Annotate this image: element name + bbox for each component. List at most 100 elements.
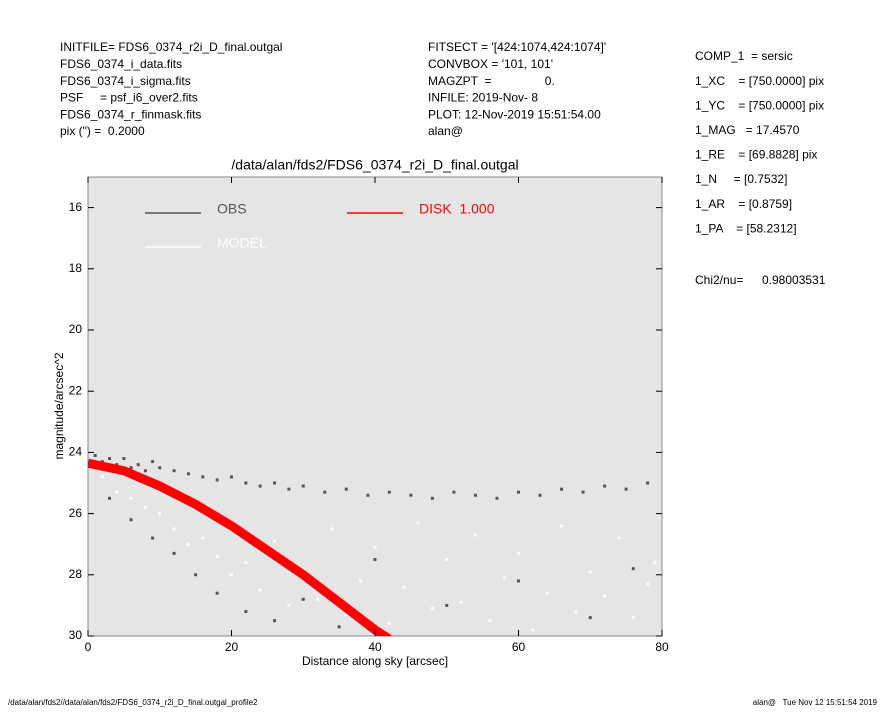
x-tick-label: 20 <box>225 640 239 654</box>
data-point <box>545 591 549 595</box>
data-point <box>588 570 592 574</box>
data-point <box>108 457 112 461</box>
y-tick-label: 20 <box>69 322 83 336</box>
data-point <box>129 466 133 470</box>
data-point <box>122 457 126 461</box>
data-point <box>387 622 391 626</box>
data-point <box>473 493 477 497</box>
data-point <box>574 610 578 614</box>
fit-param: 1_PA = [58.2312] <box>695 221 797 235</box>
chi2-value: 0.98003531 <box>762 273 826 287</box>
data-point <box>445 603 449 607</box>
data-point <box>452 490 456 494</box>
header-line: MAGZPT = 0. <box>428 74 555 88</box>
data-point <box>201 475 205 479</box>
data-point <box>215 478 219 482</box>
data-point <box>473 533 477 537</box>
fit-param: 1_N = [0.7532] <box>695 172 787 186</box>
x-tick-label: 0 <box>85 640 92 654</box>
footer-stamp: alan@ Tue Nov 12 15:51:54 2019 <box>753 698 878 707</box>
data-point <box>301 567 305 571</box>
header-line: pix (") = 0.2000 <box>60 124 145 138</box>
y-tick-label: 22 <box>69 383 83 397</box>
data-point <box>538 493 542 497</box>
model-curve <box>88 458 392 636</box>
header-line: CONVBOX = '101, 101' <box>428 57 553 71</box>
y-tick-label: 30 <box>69 628 83 642</box>
data-point <box>258 484 262 488</box>
data-point <box>108 496 112 500</box>
data-point <box>215 554 219 558</box>
data-point <box>172 469 176 473</box>
data-point <box>158 466 162 470</box>
footer-path: /data/alan/fds2//data/alan/fds2/FDS6_037… <box>8 698 258 707</box>
fit-param: 1_YC = [750.0000] pix <box>695 98 824 112</box>
header-line: alan@ <box>428 124 463 138</box>
data-point <box>617 536 621 540</box>
data-point <box>430 606 434 610</box>
fit-param: 1_RE = [69.8828] pix <box>695 148 817 162</box>
data-point <box>631 616 635 620</box>
legend-label: MODEL <box>217 235 267 251</box>
data-point <box>646 481 650 485</box>
data-point <box>115 490 119 494</box>
data-point <box>459 600 463 604</box>
data-point <box>215 591 219 595</box>
data-point <box>186 472 190 476</box>
data-point <box>129 496 133 500</box>
data-point <box>301 484 305 488</box>
data-point <box>430 496 434 500</box>
y-tick-label: 18 <box>69 261 83 275</box>
fit-param: 1_AR = [0.8759] <box>695 197 792 211</box>
data-point <box>344 487 348 491</box>
header-line: INITFILE= FDS6_0374_r2i_D_final.outgal <box>60 40 282 54</box>
data-point <box>495 496 499 500</box>
data-point <box>337 625 341 629</box>
data-point <box>603 594 607 598</box>
header-line: PLOT: 12-Nov-2019 15:51:54.00 <box>428 107 601 121</box>
x-tick-label: 60 <box>512 640 526 654</box>
data-point <box>560 524 564 528</box>
data-point <box>244 561 248 565</box>
data-point <box>653 561 657 565</box>
data-point <box>344 613 348 617</box>
data-point <box>244 481 248 485</box>
data-point <box>151 536 155 540</box>
data-point <box>488 619 492 623</box>
y-axis-label: magnitude/arcsec^2 <box>52 352 66 459</box>
data-point <box>366 493 370 497</box>
data-point <box>287 487 291 491</box>
data-point <box>287 603 291 607</box>
plot-marks <box>88 453 657 636</box>
data-point <box>373 558 377 561</box>
data-point <box>502 576 506 580</box>
y-tick-label: 16 <box>69 200 83 214</box>
data-point <box>402 585 406 589</box>
chart-title: /data/alan/fds2/FDS6_0374_r2i_D_final.ou… <box>231 157 518 173</box>
data-point <box>531 628 535 632</box>
data-point <box>581 490 585 494</box>
data-point <box>416 521 420 525</box>
data-point <box>316 597 320 601</box>
data-point <box>273 539 277 543</box>
header-line: FDS6_0374_r_finmask.fits <box>60 107 201 121</box>
data-point <box>244 610 248 614</box>
data-point <box>517 579 520 583</box>
chi2-label: Chi2/nu= <box>695 273 743 287</box>
data-point <box>273 619 277 623</box>
data-point <box>143 469 147 473</box>
data-point <box>603 484 607 488</box>
legend-label: OBS <box>217 201 247 217</box>
data-point <box>143 505 147 509</box>
data-point <box>186 542 190 546</box>
y-tick-label: 24 <box>69 445 83 459</box>
data-point <box>560 487 564 491</box>
x-tick-label: 40 <box>368 640 382 654</box>
data-point <box>151 460 155 464</box>
header-line: FITSECT = '[424:1074,424:1074]' <box>428 40 606 54</box>
legend-label: DISK 1.000 <box>419 201 495 217</box>
data-point <box>445 558 449 561</box>
data-point <box>194 573 198 577</box>
data-point <box>273 481 277 485</box>
